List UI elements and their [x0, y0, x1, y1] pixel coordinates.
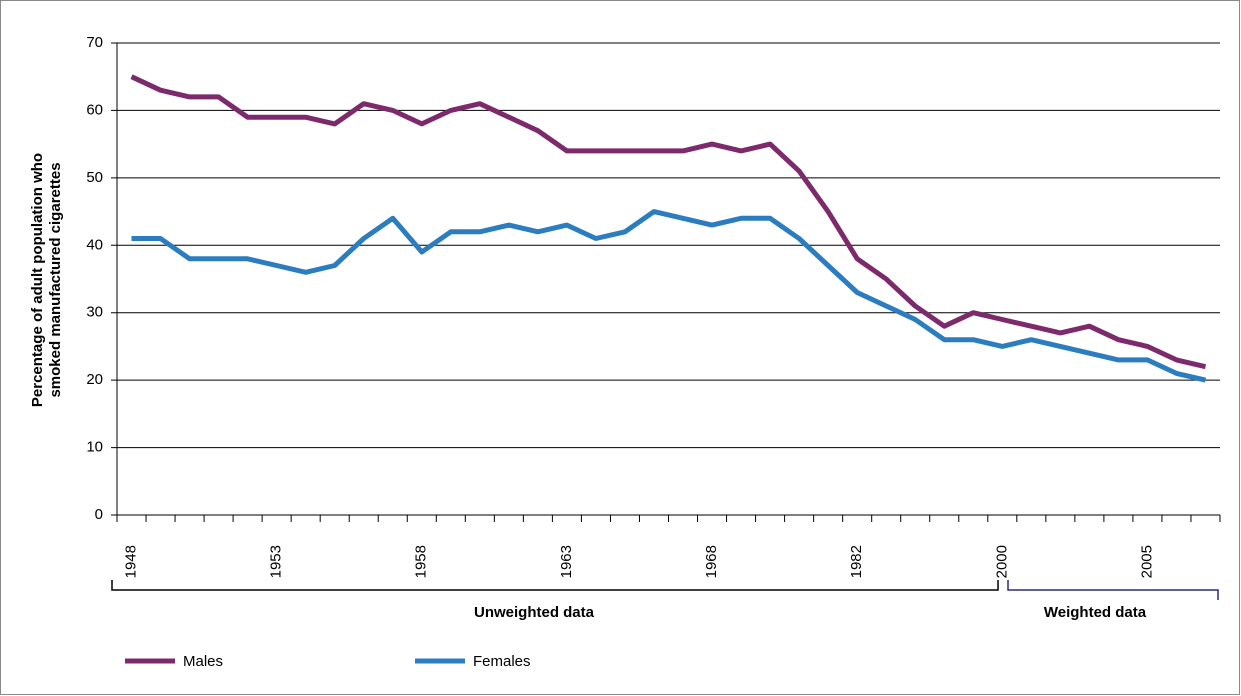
y-tick-label: 30 — [86, 304, 103, 321]
y-axis-title: Percentage of adult population who smoke… — [29, 153, 64, 407]
y-tick-label: 40 — [86, 236, 103, 253]
x-tick-label: 1953 — [268, 545, 285, 578]
y-axis-title-line: Percentage of adult population who — [29, 153, 46, 407]
annotation: Unweighted data — [474, 604, 595, 621]
legend-label: Males — [183, 653, 223, 670]
x-tick-label: 2000 — [993, 545, 1010, 578]
y-tick-label: 70 — [86, 34, 103, 51]
legend-label: Females — [473, 653, 531, 670]
x-tick-label: 1958 — [413, 545, 430, 578]
y-tick-label: 50 — [86, 169, 103, 186]
x-tick-label: 1968 — [703, 545, 720, 578]
series-line — [130, 74, 1207, 370]
x-tick-label: 1982 — [848, 545, 865, 578]
x-tick-label: 1963 — [558, 545, 575, 578]
unweighted-bracket — [111, 580, 999, 591]
annotation: Weighted data — [1044, 604, 1147, 621]
y-tick-label: 60 — [86, 101, 103, 118]
x-tick-label: 2005 — [1138, 545, 1155, 578]
x-tick-label: 1948 — [122, 545, 139, 578]
y-tick-label: 0 — [95, 506, 103, 523]
y-tick-label: 20 — [86, 371, 103, 388]
y-tick-label: 10 — [86, 439, 103, 456]
weighted-bracket — [1007, 580, 1219, 600]
y-axis-title-line: smoked manufactured cigarettes — [47, 162, 64, 397]
series-line — [131, 209, 1207, 383]
